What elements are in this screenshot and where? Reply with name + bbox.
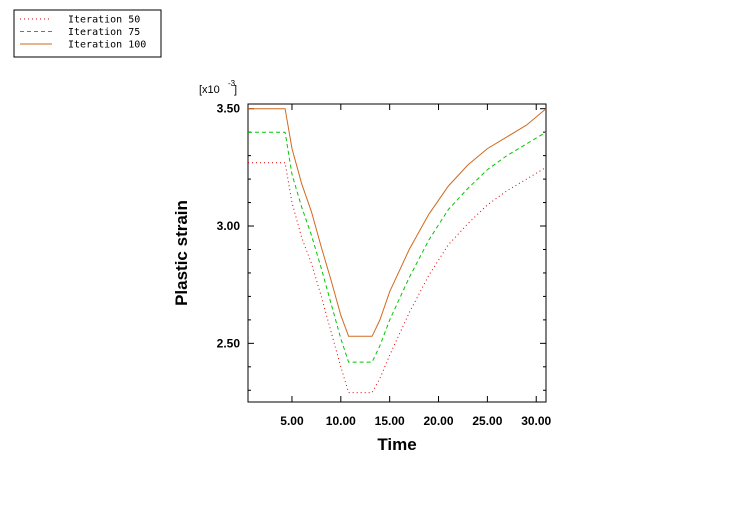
y-tick-label: 3.00 [217, 219, 241, 233]
x-tick-label: 5.00 [280, 414, 304, 428]
x-tick-label: 30.00 [521, 414, 551, 428]
y-scale-exponent: -3 [228, 79, 236, 88]
legend-label: Iteration 100 [68, 40, 146, 51]
y-axis-title: Plastic strain [172, 200, 191, 306]
y-scale-close: ] [234, 84, 237, 96]
series-line-2 [248, 131, 547, 363]
legend-label: Iteration 50 [68, 15, 140, 26]
y-tick-label: 3.50 [217, 102, 241, 116]
plot-frame [247, 103, 547, 403]
legend-box [13, 9, 162, 58]
axis-ticks: 5.00 10.00 15.00 20.00 25.00 30.00 2.50 3.00 3.5… [217, 102, 552, 428]
x-tick-label: 20.00 [424, 414, 454, 428]
series-layer [248, 108, 547, 394]
y-tick-label: 2.50 [217, 336, 241, 350]
series-line-3 [248, 108, 547, 337]
x-axis-title: Time [377, 435, 416, 454]
x-tick-label: 15.00 [375, 414, 405, 428]
y-scale-label: [x10 [199, 84, 220, 96]
legend-label: Iteration 75 [68, 27, 140, 38]
x-tick-label: 25.00 [472, 414, 502, 428]
series-line-1 [248, 162, 547, 394]
x-tick-label: 10.00 [326, 414, 356, 428]
